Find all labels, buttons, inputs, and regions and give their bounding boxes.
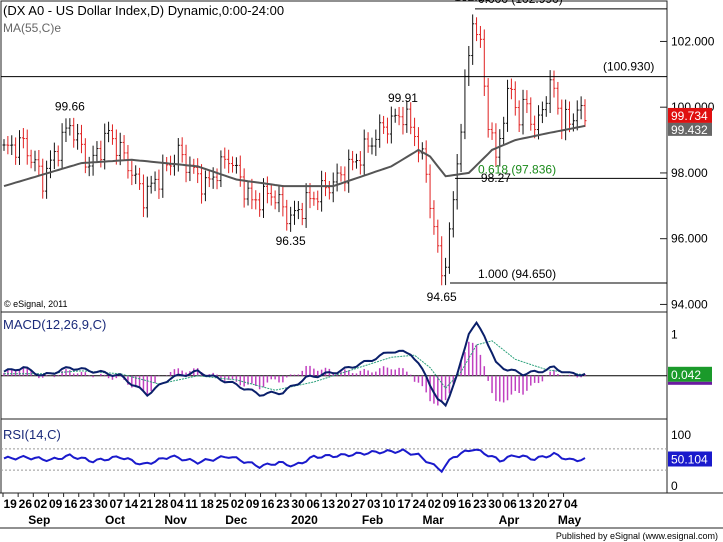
x-month-label: Dec: [225, 513, 247, 527]
x-date-label: 06: [503, 497, 517, 511]
rsi-tick-label: 100: [671, 428, 691, 442]
annotation-label: 98.27: [481, 171, 511, 185]
level-label-resistance: (100.930): [603, 60, 654, 74]
x-date-label: 04: [170, 497, 184, 511]
x-date-label: 06: [307, 497, 321, 511]
published-credit: Published by eSignal (www.esignal.com): [556, 531, 718, 541]
x-month-label: Mar: [423, 513, 445, 527]
ma-line: [3, 124, 586, 188]
macd-label: MACD(12,26,9,C): [3, 317, 106, 332]
level-label-fib_618: 0.618 (97.836): [478, 162, 556, 176]
price-bars: [2, 14, 587, 286]
ma-label: MA(55,C)e: [3, 21, 61, 35]
rsi-value-badge: [668, 451, 712, 467]
x-date-label: 16: [458, 497, 472, 511]
x-date-label: 09: [246, 497, 260, 511]
macd-signal-badge: [668, 381, 712, 385]
x-month-label: May: [558, 513, 582, 527]
x-date-label: 09: [49, 497, 63, 511]
rsi-line: [3, 448, 586, 474]
price-tick-label: 102.000: [671, 34, 715, 48]
annotation-label: 96.35: [276, 234, 306, 248]
x-date-label: 26: [19, 497, 33, 511]
x-date-label: 19: [4, 497, 18, 511]
x-month-label: Feb: [362, 513, 383, 527]
annotation-label: 99.91: [388, 91, 418, 105]
x-date-label: 16: [261, 497, 275, 511]
annotation-label: 94.65: [427, 290, 457, 304]
x-date-label: 17: [397, 497, 411, 511]
macd-value-badge: [668, 366, 712, 382]
macd-tick-label: 1: [671, 328, 678, 342]
x-date-label: 27: [549, 497, 563, 511]
x-date-label: 30: [94, 497, 108, 511]
chart-title: (DX A0 - US Dollar Index,D) Dynamic,0:00…: [3, 3, 284, 18]
x-axis: 19 26 02 09 16 23 30 07 14 21 28 04 11 18 25 02 09 16 23 30…: [2, 493, 582, 527]
x-date-label: 10: [382, 497, 396, 511]
last-price-value: 99.734: [671, 109, 708, 123]
x-date-label: 20: [337, 497, 351, 511]
x-date-label: 02: [428, 497, 442, 511]
x-date-label: 30: [488, 497, 502, 511]
x-date-label: 25: [216, 497, 230, 511]
x-date-label: 30: [291, 497, 305, 511]
fib-levels: 0.000 (102.990) (100.930) 0.618 (97.836) 1.…: [1, 0, 667, 284]
x-date-label: 02: [34, 497, 48, 511]
x-month-label: Apr: [499, 513, 520, 527]
x-date-label: 16: [64, 497, 78, 511]
level-label-fib_1: 1.000 (94.650): [478, 267, 556, 281]
ma-value: 99.432: [671, 123, 708, 137]
x-date-label: 21: [140, 497, 154, 511]
x-date-label: 07: [110, 497, 124, 511]
x-month-label: 2020: [291, 513, 318, 527]
x-month-label: Sep: [28, 513, 50, 527]
price-tick-label: 96.000: [671, 232, 708, 246]
x-date-label: 23: [79, 497, 93, 511]
macd-signal-line: [4, 340, 586, 391]
x-month-label: Oct: [105, 513, 125, 527]
macd-panel: 1 0.042: [1, 320, 712, 408]
x-date-label: 14: [125, 497, 139, 511]
x-date-label: 03: [367, 497, 381, 511]
x-date-label: 28: [155, 497, 169, 511]
price-annotations: 99.66 99.91 96.35 102.99 94.65 98.27: [55, 0, 511, 304]
x-date-label: 23: [276, 497, 290, 511]
x-date-label: 04: [564, 497, 578, 511]
x-date-label: 18: [200, 497, 214, 511]
annotation-label: 102.99: [454, 0, 491, 4]
x-date-label: 11: [185, 497, 198, 511]
copyright: © eSignal, 2011: [4, 299, 68, 309]
rsi-label: RSI(14,C): [3, 427, 61, 442]
rsi-tick-label: 0: [671, 479, 678, 493]
last-price-badge: [668, 107, 712, 123]
x-date-label: 23: [473, 497, 487, 511]
price-axis: 102.000100.00098.00096.00094.00099.73499…: [660, 34, 715, 311]
annotation-label: 99.66: [55, 99, 85, 113]
x-date-label: 13: [519, 497, 533, 511]
x-date-label: 27: [352, 497, 366, 511]
ma-value-badge: [668, 122, 712, 136]
x-date-label: 02: [231, 497, 245, 511]
x-date-label: 24: [413, 497, 427, 511]
price-tick-label: 98.000: [671, 166, 708, 180]
panel-frames: [0, 0, 723, 529]
rsi-panel: 100 0 50.104: [1, 428, 712, 493]
x-date-label: 20: [534, 497, 548, 511]
macd-line: [3, 320, 586, 408]
level-label-fib_0: 0.000 (102.990): [478, 0, 563, 6]
macd-value: 0.042: [671, 368, 701, 382]
rsi-value: 50.104: [671, 453, 708, 467]
x-month-label: Nov: [164, 513, 187, 527]
price-tick-label: 94.000: [671, 297, 708, 311]
x-date-label: 09: [443, 497, 457, 511]
x-date-label: 13: [322, 497, 336, 511]
